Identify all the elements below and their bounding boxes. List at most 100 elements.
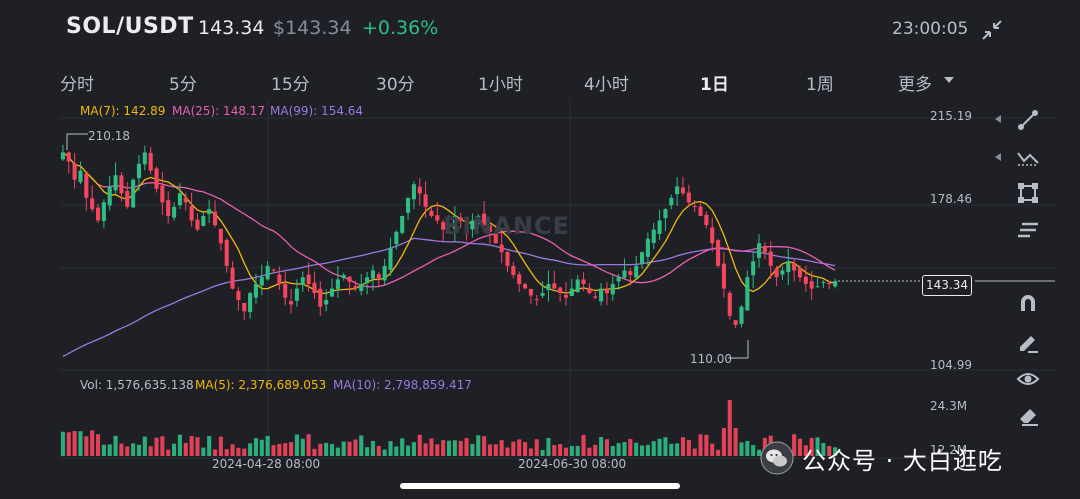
tab-15m[interactable]: 15分 <box>271 75 310 95</box>
volume-bar <box>406 445 411 456</box>
volume-bar <box>125 446 130 456</box>
candle-body <box>534 299 539 301</box>
candle-body <box>517 274 522 285</box>
tab-1d[interactable]: 1日 <box>700 75 729 95</box>
candle-body <box>581 279 586 285</box>
candle-body <box>522 284 528 289</box>
volume-bar <box>663 437 668 456</box>
candle-body <box>452 215 457 229</box>
eye-icon[interactable] <box>1016 367 1040 391</box>
volume-bar <box>464 438 469 456</box>
volume-bar <box>505 447 510 456</box>
candle-body <box>119 175 124 194</box>
candle-body <box>809 281 814 289</box>
last-price: 143.34 <box>198 17 265 39</box>
indicator-icon[interactable] <box>1016 218 1040 242</box>
pencil-icon[interactable] <box>1016 330 1040 354</box>
watermark: BINANCE <box>443 212 570 240</box>
volume-bar <box>365 447 370 456</box>
volume-bar <box>716 449 721 456</box>
candle-body <box>318 288 323 307</box>
tab-more[interactable]: 更多 <box>898 75 932 95</box>
candle-body <box>675 186 680 195</box>
candle-body <box>464 223 469 230</box>
volume-bar <box>66 432 71 456</box>
candle-body <box>827 282 832 285</box>
candle-body <box>487 225 492 232</box>
candle-body <box>329 288 335 297</box>
candle-body <box>394 231 399 245</box>
volume-bar <box>540 449 545 456</box>
expand-arrow-icon[interactable] <box>995 153 1001 161</box>
eraser-icon[interactable] <box>1016 403 1040 427</box>
volume-bar <box>347 441 352 456</box>
volume-bar <box>704 434 709 456</box>
volume-bar <box>224 449 229 456</box>
multi-line-icon[interactable] <box>1016 145 1040 169</box>
volume-bar <box>645 444 650 456</box>
tab-30m[interactable]: 30分 <box>376 75 415 95</box>
volume-bar <box>101 444 106 456</box>
volume-bar <box>599 436 604 456</box>
tab-1h[interactable]: 1小时 <box>478 75 523 95</box>
expand-arrow-icon[interactable] <box>995 115 1001 123</box>
volume-bar <box>172 443 177 456</box>
tab-4h[interactable]: 4小时 <box>584 75 629 95</box>
low-marker-label: 110.00 <box>690 352 732 366</box>
volume-bar <box>733 428 738 456</box>
volume-bar <box>452 440 457 456</box>
candle-body <box>359 284 364 292</box>
candle-body <box>599 288 604 302</box>
volume-bar <box>435 444 440 456</box>
candle-body <box>236 291 241 300</box>
pair-title[interactable]: SOL/USDT <box>66 14 194 39</box>
volume-bar <box>423 443 428 456</box>
volume-bar <box>511 441 516 456</box>
volume-bar <box>628 438 633 456</box>
home-indicator[interactable] <box>400 483 680 489</box>
volume-bar <box>581 434 586 456</box>
volume-bar <box>60 431 65 456</box>
candle-body <box>628 271 633 275</box>
volume-bar <box>446 440 452 456</box>
tab-fenshi[interactable]: 分时 <box>60 75 94 95</box>
candle-body <box>400 215 405 233</box>
shape-icon[interactable] <box>1016 181 1040 205</box>
volume-bar <box>610 445 615 456</box>
candle-body <box>505 251 510 266</box>
volume-bar <box>552 445 557 456</box>
chevron-down-icon[interactable] <box>944 77 954 83</box>
ma99-label: MA(99): 154.64 <box>270 104 364 118</box>
volume-bar <box>136 444 142 456</box>
candle-body <box>493 234 498 244</box>
volume-bar <box>797 438 803 456</box>
candle-body <box>131 179 136 208</box>
tab-5m[interactable]: 5分 <box>169 75 197 95</box>
ma99-line <box>62 237 836 358</box>
candle-body <box>698 206 703 216</box>
candle-body <box>558 287 563 294</box>
volume-bar <box>429 438 434 456</box>
candle-body <box>470 220 475 230</box>
magnet-icon[interactable] <box>1016 291 1040 315</box>
volume-bar <box>300 438 305 456</box>
candle-body <box>107 186 112 206</box>
collapse-icon[interactable] <box>980 18 1004 42</box>
ma25-line <box>80 165 836 288</box>
candle-body <box>177 193 182 206</box>
volume-bar <box>166 449 171 456</box>
volume-bar <box>499 440 504 456</box>
volume-bar <box>698 434 703 456</box>
volume-bar <box>669 443 674 456</box>
tab-1w[interactable]: 1周 <box>806 75 834 95</box>
candle-body <box>774 268 779 278</box>
volume-bar <box>558 444 563 456</box>
candle-body <box>727 292 732 316</box>
ma25-label: MA(25): 148.17 <box>172 104 266 118</box>
time-axis-tick: 2024-04-28 08:00 <box>212 457 321 471</box>
trend-line-icon[interactable] <box>1016 108 1040 132</box>
candle-body <box>183 197 188 203</box>
volume-bar <box>604 439 609 456</box>
candle-body <box>341 274 346 278</box>
